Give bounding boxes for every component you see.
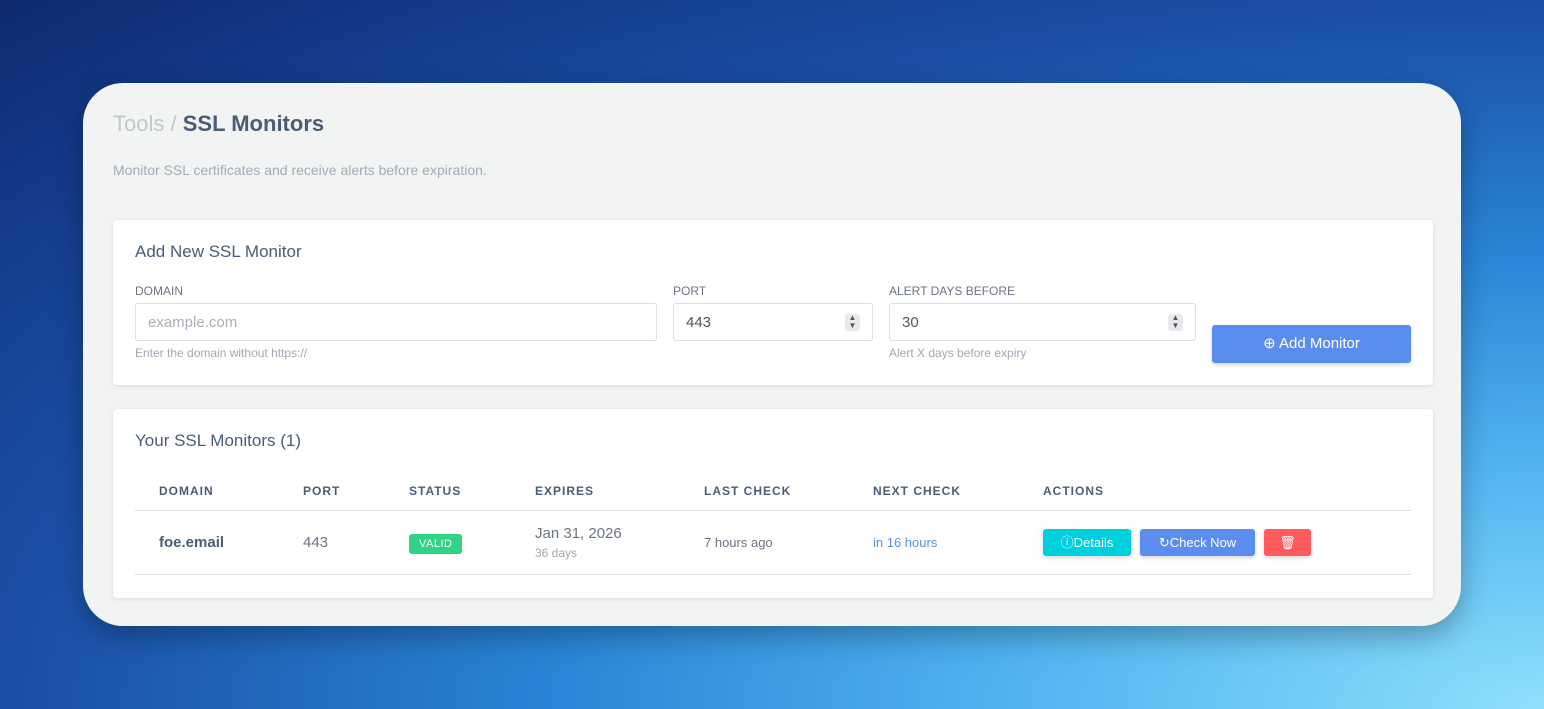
status-badge: VALID [409,534,463,554]
row-status: VALID [385,510,511,575]
alert-days-input[interactable]: 30 ▲ ▼ [889,303,1196,341]
row-actions: ⓘDetails ↻Check Now 🗑 [1019,510,1411,575]
domain-label: DOMAIN [135,284,183,298]
row-last-check: 7 hours ago [680,510,849,575]
page-subtitle: Monitor SSL certificates and receive ale… [113,162,487,178]
refresh-icon: ↻ [1158,535,1170,550]
row-next-check: in 16 hours [849,510,1019,575]
check-now-label: Check Now [1169,535,1237,550]
info-icon: ⓘ [1060,535,1074,550]
col-status: STATUS [385,481,511,511]
domain-help: Enter the domain without https:// [135,346,308,360]
port-input[interactable]: 443 ▲ ▼ [673,303,873,341]
stepper-icon[interactable]: ▲ ▼ [1168,314,1183,331]
col-actions: ACTIONS [1019,481,1411,511]
plus-circle-icon: ⊕ [1263,335,1276,352]
alert-days-value: 30 [902,314,919,331]
domain-input[interactable]: example.com [135,303,657,341]
stepper-icon[interactable]: ▲ ▼ [845,314,860,331]
trash-icon: 🗑 [1279,535,1296,550]
card-title: Your SSL Monitors (1) [135,431,301,450]
monitors-table: DOMAIN PORT STATUS EXPIRES LAST CHECK NE… [135,481,1411,575]
row-expires: Jan 31, 2026 36 days [511,510,680,575]
monitors-card: Your SSL Monitors (1) DOMAIN PORT STATUS… [113,409,1433,598]
add-monitor-card: Add New SSL Monitor DOMAIN example.com E… [113,220,1433,385]
check-now-button[interactable]: ↻Check Now [1140,529,1255,556]
expires-in: 36 days [535,546,578,560]
col-port: PORT [279,481,385,511]
breadcrumb-separator: / [170,111,177,136]
card-title: Add New SSL Monitor [135,242,302,261]
delete-button[interactable]: 🗑 [1264,529,1311,556]
col-expires: EXPIRES [511,481,680,511]
row-port: 443 [279,510,385,575]
expires-date: Jan 31, 2026 [535,525,622,542]
breadcrumb-parent[interactable]: Tools [113,111,165,136]
row-domain: foe.email [135,510,279,575]
alert-days-label: ALERT DAYS BEFORE [889,284,1016,298]
main-window: Tools / SSL Monitors Monitor SSL certifi… [83,83,1461,626]
add-monitor-label: Add Monitor [1279,335,1360,352]
details-button[interactable]: ⓘDetails [1043,529,1131,556]
port-value: 443 [686,314,712,331]
col-domain: DOMAIN [135,481,279,511]
col-next-check: NEXT CHECK [849,481,1019,511]
port-label: PORT [673,284,707,298]
alert-days-help: Alert X days before expiry [889,346,1027,360]
breadcrumb: Tools / SSL Monitors [113,111,324,137]
table-row: foe.email 443 VALID Jan 31, 2026 36 days … [135,510,1411,575]
table-header: DOMAIN PORT STATUS EXPIRES LAST CHECK NE… [135,481,1411,511]
add-monitor-button[interactable]: ⊕ Add Monitor [1212,325,1411,363]
details-label: Details [1073,535,1114,550]
col-last-check: LAST CHECK [680,481,849,511]
page-title: SSL Monitors [182,111,325,136]
